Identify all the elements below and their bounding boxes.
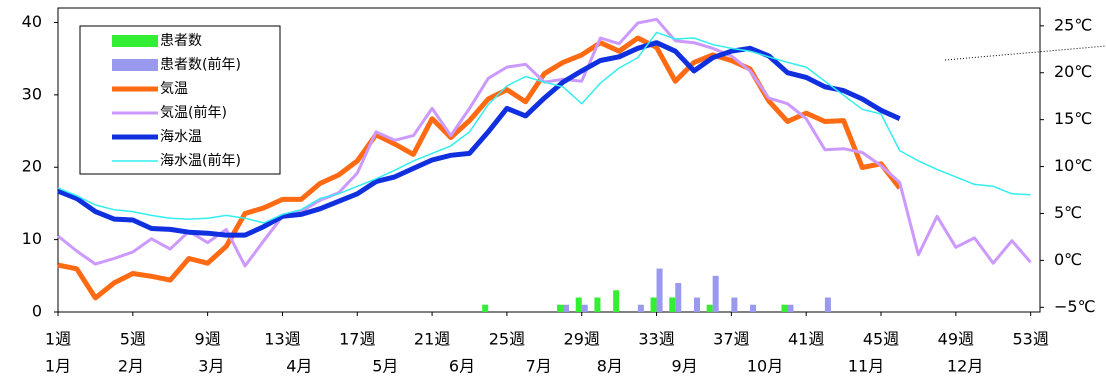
legend-label: 気温(前年) xyxy=(160,104,227,121)
legend-label: 海水温(前年) xyxy=(160,152,241,169)
plot-area xyxy=(57,7,1041,313)
x-tick-label: 53週 xyxy=(1012,330,1048,349)
bar xyxy=(731,297,738,312)
y2-tick-label: 20℃ xyxy=(1054,62,1092,81)
y-tick-label: 20 xyxy=(22,157,42,176)
legend-label: 海水温 xyxy=(160,129,202,145)
x-tick-label: 33週 xyxy=(638,330,674,349)
y2-tick-label: 25℃ xyxy=(1054,15,1092,34)
y2-tick-label: 10℃ xyxy=(1054,156,1092,175)
month-label: 10月 xyxy=(747,357,783,376)
legend-swatch xyxy=(112,59,158,71)
legend-box xyxy=(79,25,281,175)
x-tick-label: 29週 xyxy=(564,330,600,349)
y2-tick-label: −5℃ xyxy=(1054,297,1096,316)
bar xyxy=(575,297,582,312)
bar xyxy=(594,297,601,312)
x-tick-label: 21週 xyxy=(414,330,450,349)
bar xyxy=(637,304,644,312)
x-tick-label: 5週 xyxy=(120,330,146,349)
y2-tick-label: 5℃ xyxy=(1054,203,1082,222)
bar xyxy=(706,304,713,312)
decor-line xyxy=(944,45,1106,61)
bar xyxy=(563,304,570,312)
legend-label: 患者数 xyxy=(160,33,202,49)
bar xyxy=(787,304,794,312)
x-tick-label: 49週 xyxy=(938,330,974,349)
bar xyxy=(675,283,682,312)
bar xyxy=(669,297,676,312)
month-label: 2月 xyxy=(118,357,144,376)
legend-label: 気温 xyxy=(160,81,188,97)
y2-tick-label: 15℃ xyxy=(1054,109,1092,128)
x-tick-label: 41週 xyxy=(788,330,824,349)
x-tick-label: 13週 xyxy=(264,330,300,349)
month-label: 12月 xyxy=(947,357,983,376)
line xyxy=(57,31,1031,224)
x-tick-label: 25週 xyxy=(489,330,525,349)
bar xyxy=(656,268,663,312)
month-label: 3月 xyxy=(198,357,224,376)
line xyxy=(57,40,901,238)
x-tick-label: 1週 xyxy=(45,330,71,349)
x-tick-label: 45週 xyxy=(863,330,899,349)
x-tick-label: 9週 xyxy=(195,330,221,349)
bar xyxy=(650,297,657,312)
y-tick-label: 0 xyxy=(32,302,42,321)
bar xyxy=(482,304,489,312)
x-tick-label: 17週 xyxy=(339,330,375,349)
bar xyxy=(693,297,700,312)
bar xyxy=(824,297,831,312)
month-label: 8月 xyxy=(597,357,623,376)
y2-tick-label: 0℃ xyxy=(1054,250,1082,269)
y-tick-label: 30 xyxy=(22,84,42,103)
month-label: 5月 xyxy=(372,357,398,376)
bar xyxy=(557,304,564,312)
month-label: 9月 xyxy=(672,357,698,376)
bar xyxy=(613,290,620,312)
bar xyxy=(750,304,757,312)
month-label: 6月 xyxy=(449,357,475,376)
bar xyxy=(581,304,588,312)
bar xyxy=(781,304,788,312)
month-label: 7月 xyxy=(526,357,552,376)
month-label: 4月 xyxy=(286,357,312,376)
legend-label: 患者数(前年) xyxy=(160,56,241,73)
y-tick-label: 40 xyxy=(22,12,42,31)
bar xyxy=(712,275,719,312)
y-tick-label: 10 xyxy=(22,229,42,248)
month-label: 11月 xyxy=(848,357,884,376)
x-tick-label: 37週 xyxy=(713,330,749,349)
legend-swatch xyxy=(112,35,158,47)
month-label: 1月 xyxy=(45,357,71,376)
